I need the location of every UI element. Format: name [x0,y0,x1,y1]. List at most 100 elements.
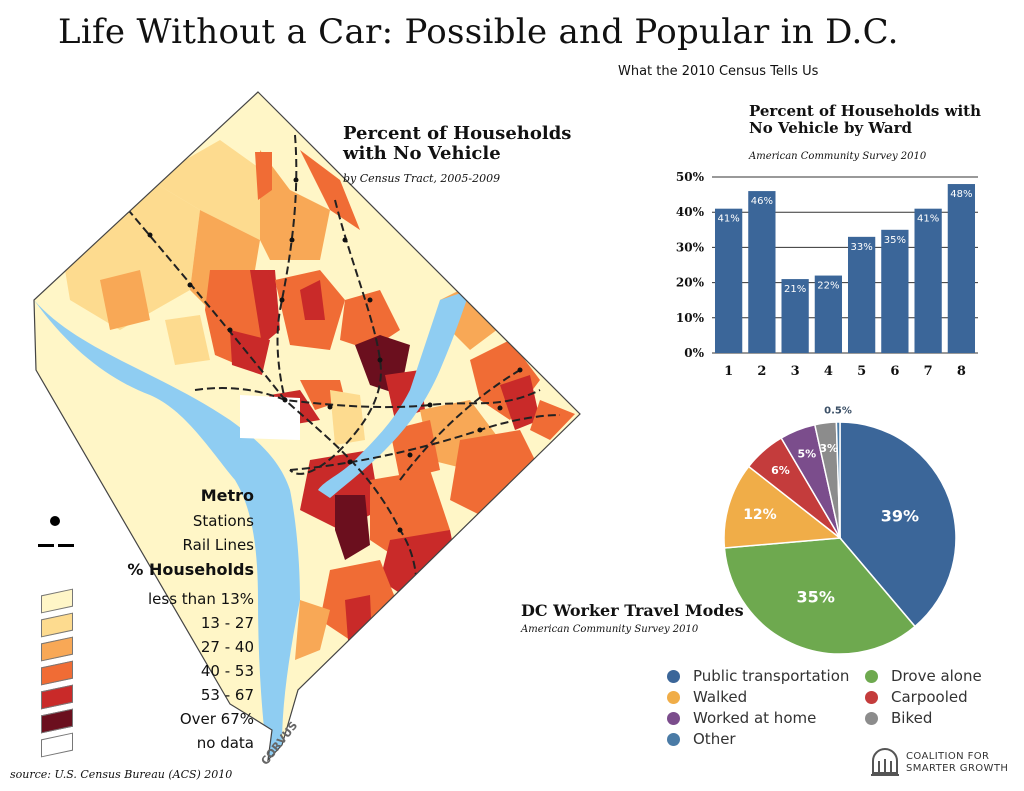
metro-station [377,357,383,363]
page-title: Life Without a Car: Possible and Popular… [58,12,899,52]
legend-class-label: no data [196,734,254,752]
bar-data-label: 21% [784,284,806,295]
potomac-river [34,300,300,760]
bar-data-label: 46% [751,196,773,207]
pie-slice-label: 3% [819,442,838,455]
pie-legend-label: Drove alone [891,667,982,685]
metro-station [293,177,299,183]
tract-region [340,290,400,350]
coalition-logo: COALITION FOR SMARTER GROWTH [870,745,1020,781]
pie-slice-label: 0.5% [824,406,852,417]
legend-class-label: 13 - 27 [200,614,254,632]
bar [847,236,876,353]
legend-class-label: Over 67% [179,710,254,728]
map-title: Percent of Households with No Vehicle [343,123,572,165]
metro-line [119,199,418,621]
y-tick-label: 40% [676,205,705,219]
building-logo-icon [871,748,899,776]
legend-metro-heading: Metro [200,486,254,505]
legend-swatch [41,660,73,686]
pie-legend-label: Walked [693,688,748,706]
tract-region [300,150,360,230]
y-tick-label: 30% [676,240,705,254]
tract-region [450,430,540,520]
y-tick-label: 50% [676,170,705,184]
metro-station [397,527,403,533]
tract-region [260,150,330,260]
x-tick-label: 4 [824,364,833,379]
metro-line [194,387,541,409]
x-tick-label: 5 [857,364,866,379]
pie-chart-subtitle: American Community Survey 2010 [521,624,699,635]
x-tick-label: 8 [957,364,966,379]
pie-slice-label: 12% [743,507,777,523]
metro-stations [147,177,523,593]
tract-region [100,270,150,330]
metro-station [477,427,483,433]
pie-chart-title: DC Worker Travel Modes [521,601,744,620]
pie-slice-label: 6% [771,464,790,477]
legend-stations-label: Stations [192,512,254,530]
tract-region [500,375,540,430]
legend-class-label: 27 - 40 [200,638,254,656]
x-tick-label: 7 [924,364,933,379]
metro-station [347,459,353,465]
pie-legend-label: Biked [891,709,933,727]
dc-boundary [33,91,581,762]
rail-line-icon [58,544,74,547]
legend-dot-icon [865,670,878,683]
tract-region [530,400,575,440]
anacostia-river [318,290,470,498]
metro-station [412,587,418,593]
bar-data-label: 41% [718,214,740,225]
metro-line [399,369,521,481]
legend-class-label: 53 - 67 [200,686,254,704]
pie-legend-label: Other [693,730,736,748]
logo-line-2: SMARTER GROWTH [906,762,1009,774]
bar [714,208,743,353]
legend-dot-icon [865,691,878,704]
metro-station [342,237,348,243]
bar-data-label: 33% [851,242,873,253]
tract-region [300,280,325,320]
pie-chart: 39% 35% 12% 6% 5% 3% 0.5% [723,406,957,655]
tract-region [150,140,290,240]
bar-data-label: 22% [817,281,839,292]
x-tick-label: 3 [791,364,800,379]
tract-region [390,420,440,480]
bar-data-label: 35% [884,235,906,246]
pie-slice-label: 35% [797,588,835,607]
bar [781,279,809,353]
legend-dot-icon [865,712,878,725]
pie-slice [723,465,842,549]
legend-households-heading: % Households [127,560,254,579]
page-subtitle: What the 2010 Census Tells Us [618,64,819,79]
dc-choropleth-map: CORVUS [33,91,581,768]
metro-station [497,405,503,411]
pie-slice [839,421,957,628]
metro-station [187,282,193,288]
no-data-area [240,395,300,440]
metro-lines [119,134,561,621]
bar [914,208,942,353]
station-dot-icon [50,516,60,526]
metro-station [427,402,433,408]
metro-station [367,297,373,303]
legend-swatch [41,708,73,734]
tract-region [335,495,370,560]
bar [748,191,776,353]
tract-region [255,152,272,200]
bar-chart-title: Percent of Households with No Vehicle by… [749,102,982,137]
pie-slice-label: 5% [798,448,817,461]
pie-legend-label: Worked at home [693,709,817,727]
map-subtitle: by Census Tract, 2005-2009 [343,172,501,185]
tract-region [345,595,372,640]
legend-class-label: 40 - 53 [200,662,254,680]
bar-chart-subtitle: American Community Survey 2010 [749,151,927,162]
bar [814,275,843,353]
bar-data-label: 48% [950,189,972,200]
legend-class-label: less than 13% [148,590,254,608]
pie-legend: Public transportation Drove alone Walked Ca… [667,667,1007,757]
pie-slice [723,537,917,655]
x-tick-label: 1 [724,364,733,379]
